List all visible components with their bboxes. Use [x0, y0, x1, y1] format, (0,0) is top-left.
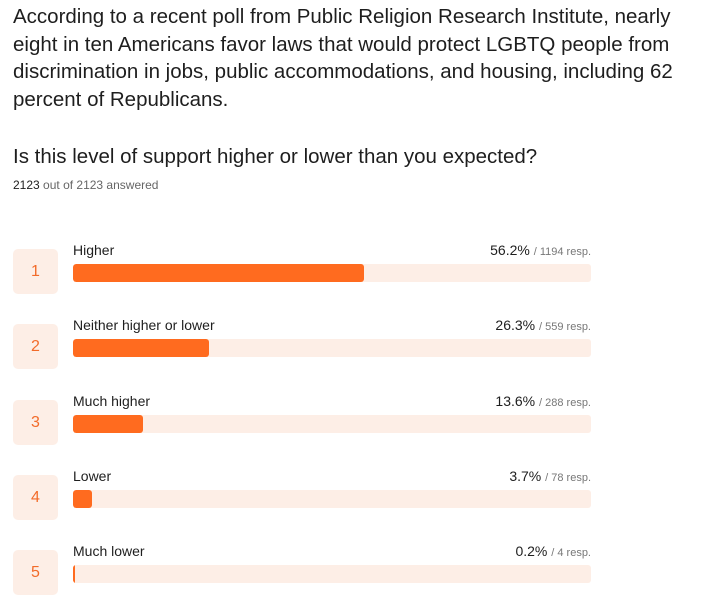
bar-track — [73, 415, 591, 433]
option-stat: 3.7% / 78 resp. — [509, 467, 591, 487]
response-count: / 1194 resp. — [533, 246, 591, 258]
question-title: Is this level of support higher or lower… — [13, 145, 538, 168]
rank-badge: 5 — [13, 550, 58, 595]
option-label: Much higher — [73, 393, 151, 409]
result-row: 2 Neither higher or lower 26.3% / 559 resp… — [0, 317, 723, 383]
bar-track — [73, 264, 591, 282]
answered-count: 2123 out of 2123 answered — [13, 178, 158, 192]
option-stat: 0.2% / 4 resp. — [515, 542, 591, 562]
bar-track — [73, 490, 591, 508]
result-row: 5 Much lower 0.2% / 4 resp. — [0, 543, 723, 609]
percent-label: 3.7% — [509, 468, 542, 484]
option-label: Neither higher or lower — [73, 317, 215, 333]
bar-fill — [73, 490, 92, 508]
option-label: Much lower — [73, 543, 145, 559]
result-row: 4 Lower 3.7% / 78 resp. — [0, 468, 723, 534]
result-row: 1 Higher 56.2% / 1194 resp. — [0, 242, 723, 308]
option-label: Lower — [73, 468, 112, 484]
bar-fill — [73, 565, 75, 583]
bar-fill — [73, 415, 143, 433]
result-row: 3 Much higher 13.6% / 288 resp. — [0, 393, 723, 459]
rank-badge: 3 — [13, 400, 58, 445]
answered-text: out of 2123 answered — [43, 178, 159, 192]
bar-track — [73, 339, 591, 357]
rank-badge: 2 — [13, 324, 58, 369]
rank-badge: 1 — [13, 249, 58, 294]
bar-fill — [73, 339, 209, 357]
percent-label: 13.6% — [495, 393, 536, 409]
percent-label: 26.3% — [495, 317, 536, 333]
rank-badge: 4 — [13, 475, 58, 520]
response-count: / 4 resp. — [551, 547, 591, 559]
option-label: Higher — [73, 242, 115, 258]
bar-track — [73, 565, 591, 583]
answered-number: 2123 — [13, 178, 40, 192]
option-stat: 26.3% / 559 resp. — [495, 316, 591, 336]
response-count: / 288 resp. — [539, 397, 591, 409]
percent-label: 0.2% — [515, 543, 548, 559]
option-stat: 13.6% / 288 resp. — [495, 392, 591, 412]
poll-intro-text: According to a recent poll from Public R… — [13, 5, 673, 111]
response-count: / 78 resp. — [545, 472, 591, 484]
response-count: / 559 resp. — [539, 321, 591, 333]
option-stat: 56.2% / 1194 resp. — [490, 241, 591, 261]
bar-fill — [73, 264, 364, 282]
percent-label: 56.2% — [490, 242, 530, 258]
